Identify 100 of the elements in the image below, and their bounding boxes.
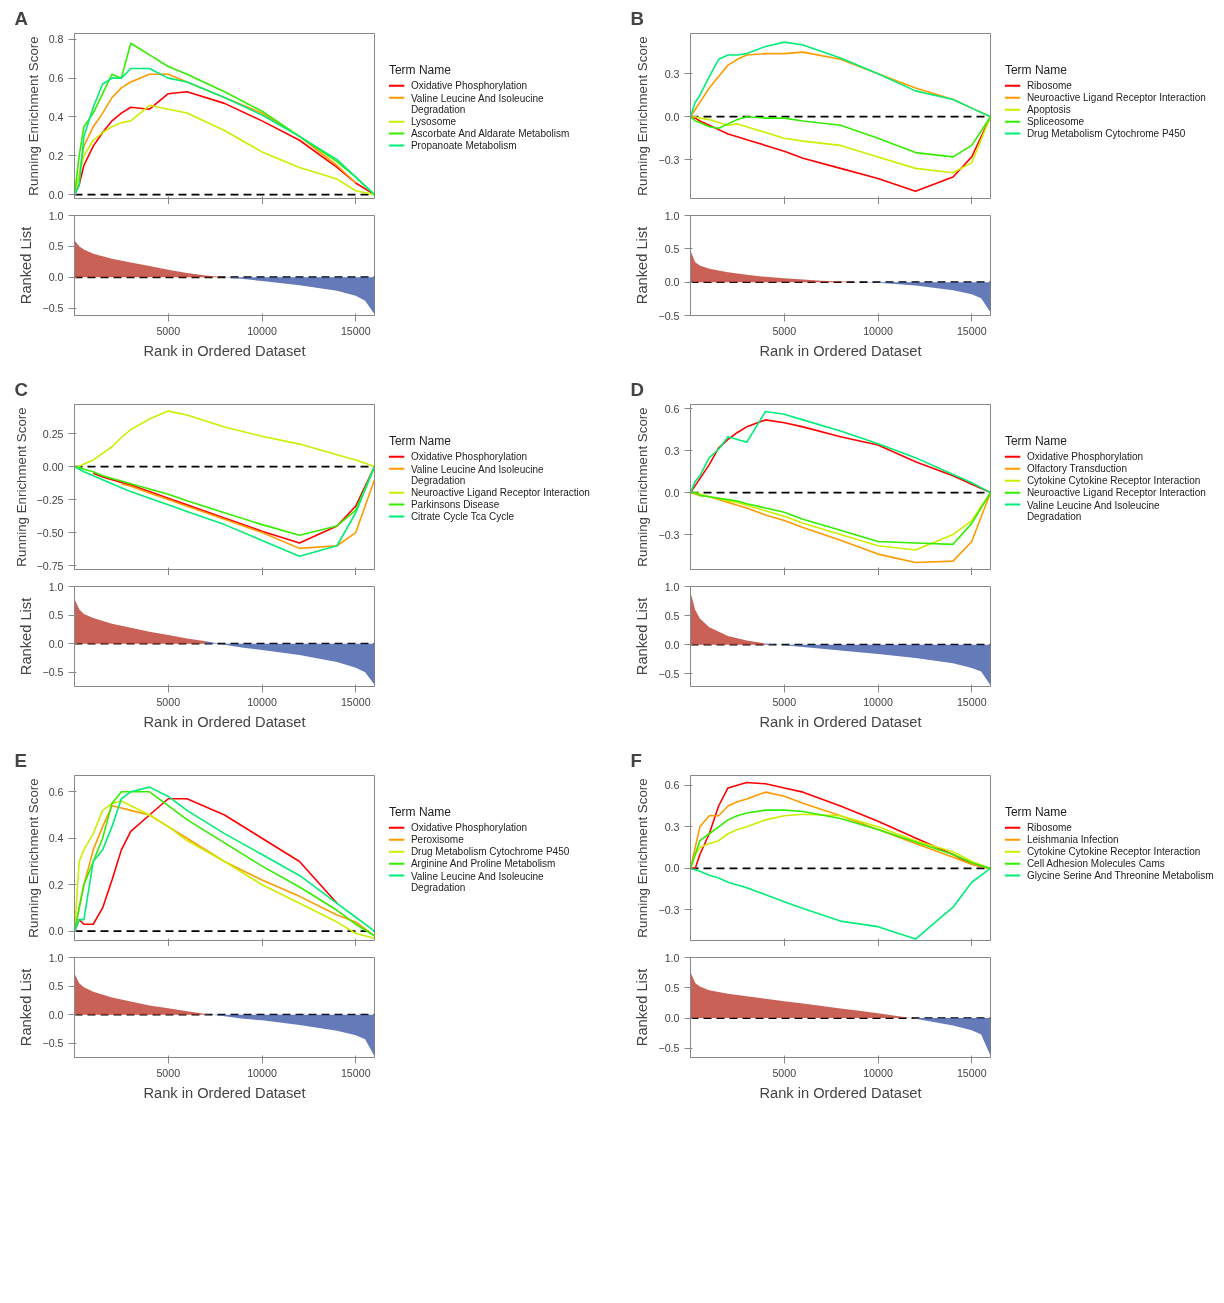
y-axis-title: Running Enrichment Score bbox=[635, 407, 651, 567]
x-tick-label: 10000 bbox=[863, 695, 893, 708]
y-tick-label: −0.75 bbox=[36, 559, 64, 572]
chart-title: F bbox=[630, 749, 642, 771]
line-series bbox=[74, 410, 375, 468]
y-tick-label: 0.0 bbox=[48, 1008, 64, 1021]
x-tick-label: 10000 bbox=[247, 695, 277, 708]
y-tick-label: −0.25 bbox=[36, 493, 64, 506]
x-tick-label: 5000 bbox=[156, 695, 181, 708]
y-tick-label: 0.6 bbox=[48, 785, 64, 798]
legend-label: Valine Leucine And Isoleucine Degradation bbox=[410, 92, 545, 115]
legend-label: Oxidative Phosphorylation bbox=[410, 80, 528, 92]
y-tick-label: 0.0 bbox=[664, 110, 680, 123]
chart-title: B bbox=[630, 7, 644, 29]
legend-title: Term Name bbox=[1004, 63, 1068, 78]
legend-label: Ribosome bbox=[1026, 80, 1073, 92]
legend-label: Propanoate Metabolism bbox=[410, 140, 517, 152]
legend-title: Term Name bbox=[388, 63, 452, 78]
y-tick-label: −0.5 bbox=[658, 1042, 680, 1055]
legend-label: Lysosome bbox=[410, 116, 457, 128]
x-axis-title: Rank in Ordered Dataset bbox=[759, 713, 922, 730]
legend-label: Neuroactive Ligand Receptor Interaction bbox=[1026, 487, 1206, 499]
legend-label: Glycine Serine And Threonine Metabolism bbox=[1026, 870, 1214, 882]
y-axis-title: Ranked List bbox=[18, 226, 35, 305]
y-tick-label: 0.6 bbox=[48, 72, 64, 85]
legend-label: Neuroactive Ligand Receptor Interaction bbox=[410, 487, 590, 499]
x-tick-label: 5000 bbox=[156, 324, 181, 337]
legend-label: Cell Adhesion Molecules Cams bbox=[1026, 858, 1165, 870]
y-axis-title: Ranked List bbox=[18, 597, 35, 676]
line-series bbox=[120, 478, 375, 550]
y-tick-label: −0.5 bbox=[42, 302, 64, 315]
x-axis-title: Rank in Ordered Dataset bbox=[759, 342, 922, 359]
x-tick-label: 10000 bbox=[247, 324, 277, 337]
y-tick-label: −0.3 bbox=[658, 904, 680, 916]
chart-title: E bbox=[14, 749, 27, 771]
legend-label: Valine Leucine And Isoleucine Degradation bbox=[410, 870, 545, 893]
legend-label: Leishmania Infection bbox=[1026, 834, 1119, 846]
legend-label: Oxidative Phosphorylation bbox=[1026, 451, 1144, 463]
legend-label: Parkinsons Disease bbox=[410, 499, 500, 511]
legend-label: Arginine And Proline Metabolism bbox=[410, 858, 556, 870]
y-tick-label: −0.5 bbox=[42, 1037, 64, 1050]
y-tick-label: 1.0 bbox=[664, 209, 680, 222]
chart-title: D bbox=[630, 378, 644, 400]
legend-label: Oxidative Phosphorylation bbox=[410, 822, 528, 834]
legend-label: Peroxisome bbox=[410, 834, 465, 846]
y-tick-label: −0.3 bbox=[658, 528, 680, 541]
x-tick-label: 15000 bbox=[340, 324, 371, 337]
y-tick-label: 0.5 bbox=[664, 609, 680, 622]
y-axis-title: Running Enrichment Score bbox=[13, 407, 29, 567]
x-tick-label: 15000 bbox=[956, 695, 987, 708]
x-axis-title: Rank in Ordered Dataset bbox=[143, 342, 306, 359]
legend-label: Apoptosis bbox=[1026, 104, 1071, 116]
y-tick-label: 0.0 bbox=[48, 188, 64, 201]
legend-title: Term Name bbox=[1004, 434, 1068, 449]
y-tick-label: −0.5 bbox=[658, 309, 680, 322]
x-tick-label: 10000 bbox=[247, 1066, 277, 1079]
y-tick-label: 0.0 bbox=[48, 637, 64, 650]
x-tick-label: 15000 bbox=[340, 1066, 371, 1079]
x-tick-label: 5000 bbox=[772, 1066, 797, 1079]
y-tick-label: 0.2 bbox=[48, 878, 64, 891]
legend-label: Citrate Cycle Tca Cycle bbox=[410, 511, 515, 523]
y-tick-label: −0.5 bbox=[658, 667, 680, 680]
y-tick-label: 1.0 bbox=[48, 580, 64, 593]
y-tick-label: 1.0 bbox=[48, 209, 64, 222]
legend-label: Ascorbate And Aldarate Metabolism bbox=[410, 128, 570, 140]
x-tick-label: 15000 bbox=[956, 1066, 987, 1079]
y-tick-label: 0.0 bbox=[664, 276, 680, 289]
y-axis-title: Running Enrichment Score bbox=[25, 778, 41, 938]
y-tick-label: 0.25 bbox=[42, 427, 64, 440]
y-tick-label: 0.4 bbox=[48, 110, 64, 123]
x-tick-label: 10000 bbox=[863, 324, 893, 337]
legend-label: Oxidative Phosphorylation bbox=[410, 451, 528, 463]
legend-label: Olfactory Transduction bbox=[1026, 463, 1127, 475]
y-tick-label: 0.00 bbox=[42, 460, 64, 473]
legend-label: Cytokine Cytokine Receptor Interaction bbox=[1026, 475, 1201, 487]
y-tick-label: 1.0 bbox=[48, 951, 64, 964]
y-tick-label: −0.5 bbox=[42, 666, 64, 679]
y-tick-label: 0.5 bbox=[48, 609, 64, 622]
legend-title: Term Name bbox=[388, 434, 452, 449]
x-axis-title: Rank in Ordered Dataset bbox=[143, 713, 306, 730]
y-axis-title: Ranked List bbox=[634, 968, 651, 1047]
y-tick-label: 0.3 bbox=[664, 67, 680, 80]
x-tick-label: 5000 bbox=[156, 1066, 181, 1079]
legend-label: Valine Leucine And Isoleucine Degradation bbox=[410, 463, 545, 486]
x-tick-label: 5000 bbox=[772, 695, 797, 708]
y-tick-label: −0.3 bbox=[658, 153, 680, 166]
y-tick-label: 0.5 bbox=[664, 981, 680, 994]
y-tick-label: −0.50 bbox=[36, 526, 64, 539]
y-tick-label: 0.4 bbox=[48, 832, 64, 845]
y-tick-label: 0.0 bbox=[664, 638, 680, 651]
y-axis-title: Ranked List bbox=[634, 597, 651, 676]
y-tick-label: 0.6 bbox=[664, 402, 680, 415]
x-tick-label: 15000 bbox=[340, 695, 371, 708]
y-tick-label: 1.0 bbox=[664, 951, 680, 964]
y-axis-title: Ranked List bbox=[634, 226, 651, 305]
x-axis-title: Rank in Ordered Dataset bbox=[143, 1084, 306, 1101]
y-tick-label: 1.0 bbox=[664, 580, 680, 593]
y-tick-label: 0.8 bbox=[48, 33, 64, 46]
y-tick-label: 0.3 bbox=[664, 820, 680, 833]
y-tick-label: 0.5 bbox=[664, 242, 680, 255]
